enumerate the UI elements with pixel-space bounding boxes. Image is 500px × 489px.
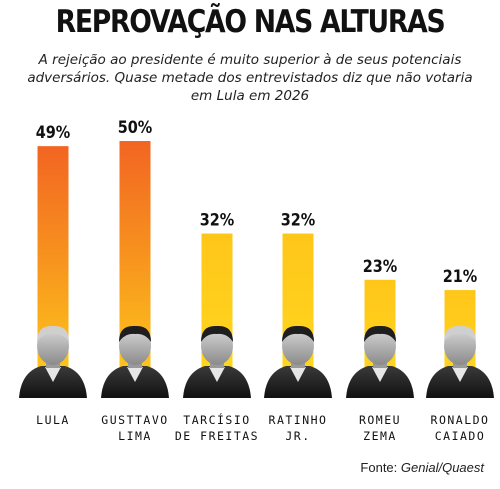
category-label-5-0: RONALDO xyxy=(431,413,490,427)
category-label-1-1: LIMA xyxy=(118,429,152,443)
category-label-2-1: DE FREITAS xyxy=(175,429,259,443)
value-label-4: 23% xyxy=(363,256,398,276)
portrait-5 xyxy=(426,325,494,398)
portrait-2 xyxy=(183,325,251,398)
value-label-2: 32% xyxy=(200,209,235,229)
chart-subtitle: A rejeição ao presidente é muito superio… xyxy=(27,52,473,104)
category-label-2-0: TARCÍSIO xyxy=(183,412,250,427)
value-label-1: 50% xyxy=(118,117,153,137)
source-note: Fonte: Genial/Quaest xyxy=(360,460,484,475)
category-label-3-1: JR. xyxy=(285,429,310,443)
value-label-3: 32% xyxy=(281,209,316,229)
portrait-3 xyxy=(264,325,332,398)
category-label-5-1: CAIADO xyxy=(435,429,486,443)
category-label-4-0: ROMEU xyxy=(359,413,401,427)
value-label-5: 21% xyxy=(443,266,478,286)
portrait-1 xyxy=(101,325,169,398)
portrait-0 xyxy=(19,325,87,398)
portrait-4 xyxy=(346,325,414,398)
category-label-3-0: RATINHO xyxy=(269,413,328,427)
value-label-0: 49% xyxy=(36,122,71,142)
category-label-0-0: LULA xyxy=(36,413,70,427)
category-label-1-0: GUSTTAVO xyxy=(101,413,168,427)
category-label-4-1: ZEMA xyxy=(363,429,397,443)
chart-title: REPROVAÇÃO NAS ALTURAS xyxy=(55,4,446,40)
source-name: Genial/Quaest xyxy=(400,460,484,475)
source-prefix: Fonte: xyxy=(360,460,401,475)
